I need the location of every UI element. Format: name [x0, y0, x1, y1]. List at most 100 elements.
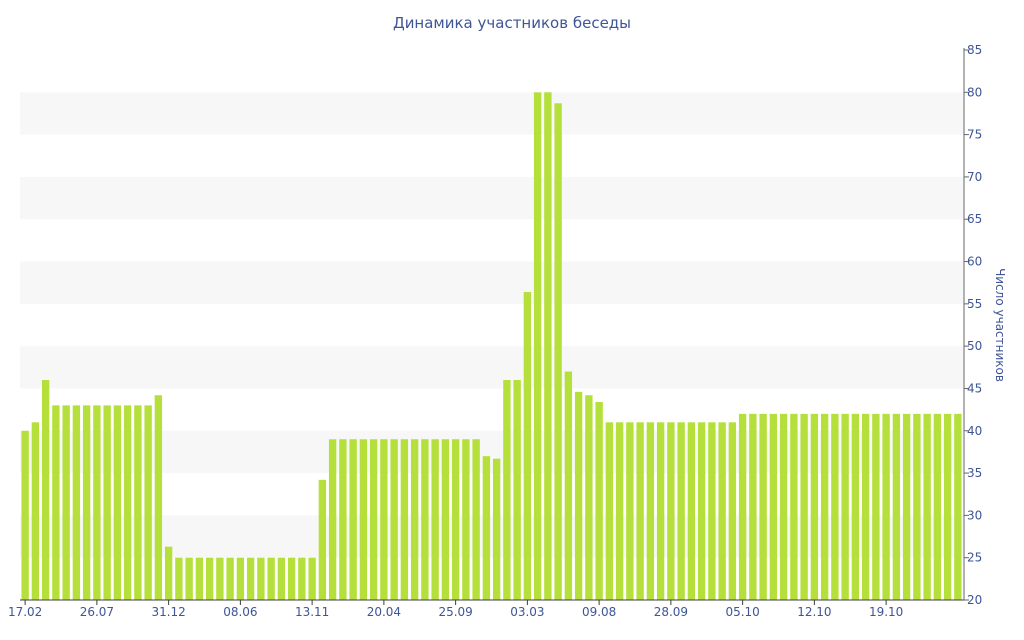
bar[interactable] [923, 413, 931, 600]
bar[interactable] [41, 380, 50, 600]
bar[interactable] [21, 430, 29, 600]
bar[interactable] [216, 557, 224, 600]
bar[interactable] [523, 292, 532, 600]
bar[interactable] [226, 557, 234, 600]
bar[interactable] [287, 557, 296, 600]
bar[interactable] [164, 546, 173, 600]
bar[interactable] [697, 422, 706, 600]
x-tick-label: 31.12 [151, 605, 185, 619]
bar[interactable] [93, 405, 101, 600]
bar[interactable] [246, 557, 255, 600]
x-tick-label: 28.09 [654, 605, 688, 619]
bar[interactable] [718, 422, 726, 600]
bar[interactable] [277, 557, 286, 600]
bar[interactable] [513, 380, 521, 600]
bar[interactable] [72, 405, 81, 600]
bar[interactable] [410, 439, 419, 600]
bar[interactable] [636, 422, 644, 600]
bar[interactable] [605, 422, 614, 600]
bar[interactable] [267, 557, 275, 600]
bar[interactable] [175, 557, 183, 600]
bar[interactable] [380, 439, 388, 600]
bar[interactable] [646, 422, 655, 600]
bar[interactable] [257, 557, 265, 600]
bar[interactable] [882, 413, 890, 600]
bar[interactable] [851, 413, 860, 600]
bar[interactable] [728, 422, 737, 600]
bar[interactable] [236, 557, 245, 600]
bar[interactable] [861, 413, 870, 600]
bar[interactable] [759, 413, 767, 600]
bar[interactable] [841, 413, 849, 600]
bar[interactable] [892, 413, 901, 600]
bar[interactable] [656, 422, 665, 600]
bar[interactable] [769, 413, 778, 600]
bar[interactable] [113, 405, 122, 600]
bar[interactable] [738, 413, 747, 600]
bar[interactable] [472, 439, 480, 600]
bar[interactable] [400, 439, 409, 600]
bar[interactable] [82, 405, 91, 600]
y-tick-label: 55 [967, 297, 982, 311]
y-tick-label: 60 [967, 255, 982, 269]
bar[interactable] [544, 92, 552, 600]
bar[interactable] [154, 395, 163, 600]
bar[interactable] [943, 413, 952, 600]
bar[interactable] [359, 439, 368, 600]
bar[interactable] [800, 413, 808, 600]
bar[interactable] [810, 413, 819, 600]
bar[interactable] [103, 405, 111, 600]
bar[interactable] [298, 557, 306, 600]
bar[interactable] [318, 479, 327, 600]
bar[interactable] [451, 439, 460, 600]
bar[interactable] [308, 557, 316, 600]
bar[interactable] [31, 422, 40, 600]
bar[interactable] [492, 458, 501, 600]
bar[interactable] [328, 439, 337, 600]
bar[interactable] [831, 413, 839, 600]
bar[interactable] [954, 413, 962, 600]
bar[interactable] [349, 439, 357, 600]
bar[interactable] [533, 92, 542, 600]
bar[interactable] [574, 391, 583, 600]
y-axis-title: Число участников [993, 268, 1007, 382]
bar[interactable] [626, 422, 634, 600]
bar[interactable] [482, 456, 491, 600]
x-tick-label: 26.07 [80, 605, 114, 619]
bar[interactable] [390, 439, 398, 600]
bar[interactable] [205, 557, 214, 600]
bar[interactable] [790, 413, 798, 600]
bar[interactable] [441, 439, 450, 600]
bar[interactable] [195, 557, 204, 600]
bar[interactable] [820, 413, 829, 600]
bar[interactable] [615, 422, 624, 600]
bar[interactable] [913, 413, 921, 600]
bar[interactable] [369, 439, 378, 600]
bar[interactable] [52, 405, 60, 600]
bar[interactable] [677, 422, 685, 600]
bar[interactable] [554, 103, 562, 600]
bar[interactable] [595, 402, 603, 600]
bar[interactable] [462, 439, 470, 600]
bar[interactable] [134, 405, 142, 600]
bar[interactable] [185, 557, 193, 600]
bar[interactable] [708, 422, 716, 600]
bar[interactable] [421, 439, 429, 600]
bar[interactable] [902, 413, 911, 600]
bar[interactable] [933, 413, 942, 600]
bar[interactable] [749, 413, 757, 600]
bar[interactable] [667, 422, 675, 600]
bar[interactable] [779, 413, 788, 600]
bar[interactable] [123, 405, 132, 600]
bar[interactable] [62, 405, 70, 600]
bar[interactable] [339, 439, 347, 600]
bar[interactable] [585, 395, 593, 600]
bar[interactable] [503, 380, 511, 600]
axes [20, 48, 965, 601]
bar[interactable] [564, 371, 573, 600]
bar[interactable] [431, 439, 439, 600]
x-tick-label: 25.09 [438, 605, 472, 619]
bar[interactable] [687, 422, 696, 600]
bar[interactable] [872, 413, 880, 600]
bar[interactable] [144, 405, 152, 600]
